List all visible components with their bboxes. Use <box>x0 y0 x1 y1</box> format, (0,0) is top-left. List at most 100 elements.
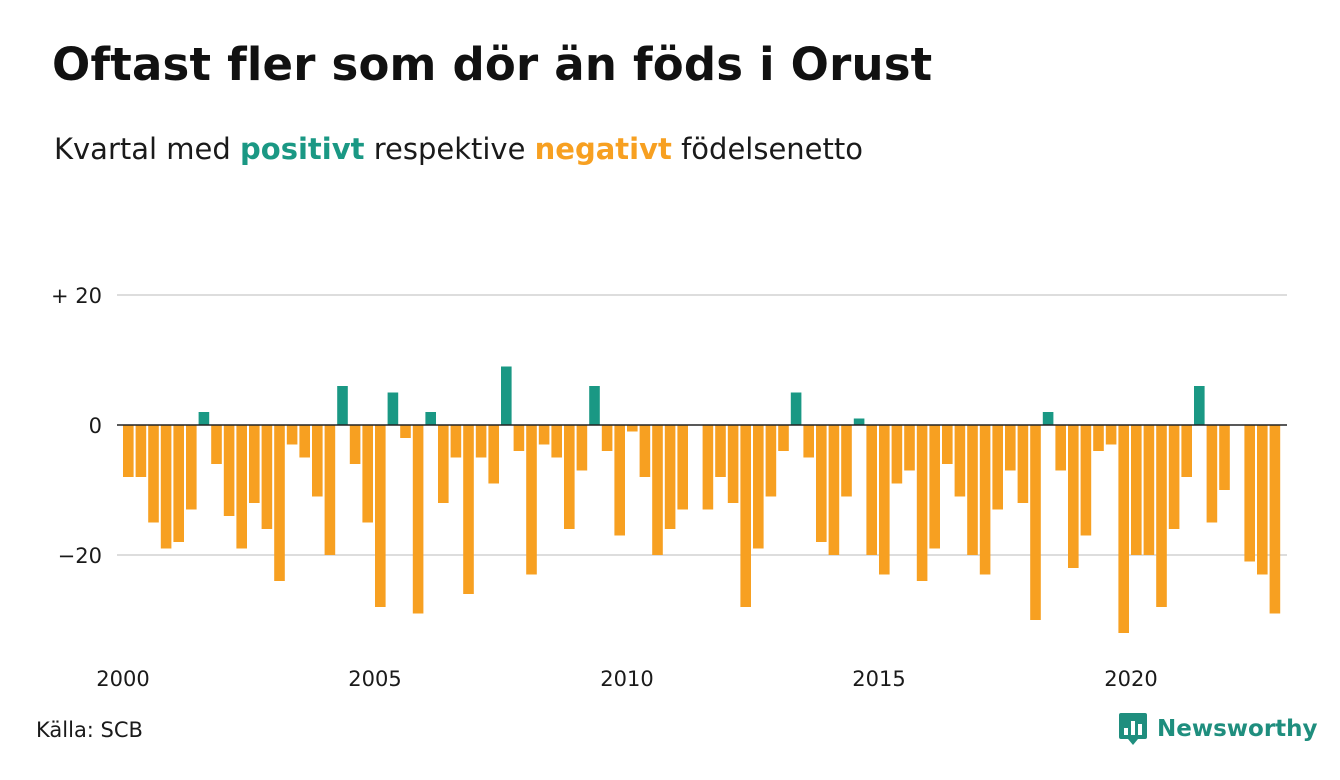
bar <box>261 425 273 529</box>
subtitle-text-after: födelsenetto <box>681 132 863 166</box>
bar <box>148 425 159 523</box>
bar <box>375 425 386 607</box>
bar <box>488 425 499 484</box>
bar <box>1206 425 1218 523</box>
bar <box>979 425 991 575</box>
bar <box>513 425 525 451</box>
bar <box>614 425 625 536</box>
bar <box>198 412 210 425</box>
bar <box>1131 425 1142 555</box>
bar <box>1194 386 1205 425</box>
y-tick-label: 0 <box>89 414 102 438</box>
bar <box>929 425 940 549</box>
bar <box>816 425 827 542</box>
bar <box>1105 425 1117 445</box>
bar <box>601 425 613 451</box>
chart-subtitle: Kvartal med positivt respektive negativt… <box>54 132 863 166</box>
bar <box>853 418 865 425</box>
bar <box>627 425 638 432</box>
bar <box>702 425 714 510</box>
subtitle-negative-word: negativt <box>534 132 672 166</box>
bar <box>475 425 487 458</box>
bar <box>211 425 222 464</box>
bar <box>400 425 411 438</box>
bar <box>740 425 751 607</box>
bar <box>1055 425 1066 471</box>
bars <box>123 366 1281 633</box>
bar <box>1030 425 1041 620</box>
bar <box>1168 425 1180 529</box>
bar <box>450 425 462 458</box>
x-tick-label: 2005 <box>348 667 401 691</box>
bar <box>463 425 474 594</box>
x-tick-label: 2015 <box>852 667 905 691</box>
bar <box>186 425 197 510</box>
bar <box>753 425 764 549</box>
bar <box>727 425 739 503</box>
bar <box>652 425 663 555</box>
bar <box>412 425 424 614</box>
bar <box>866 425 877 555</box>
bar <box>778 425 789 451</box>
bar <box>1017 425 1029 503</box>
newsworthy-chart-bubble-icon <box>1119 713 1147 745</box>
bar <box>803 425 814 458</box>
bar <box>349 425 361 464</box>
bar <box>1143 425 1155 555</box>
bar <box>236 425 247 549</box>
bar <box>501 366 512 425</box>
subtitle-text-before: Kvartal med <box>54 132 231 166</box>
brand-name: Newsworthy <box>1157 716 1318 742</box>
gridlines <box>117 294 1287 556</box>
bar <box>1219 425 1230 490</box>
y-axis-tick-labels: + 20 0 −20 <box>51 284 102 568</box>
bar <box>841 425 852 497</box>
bar <box>337 386 348 425</box>
x-axis-tick-labels: 2000 2005 2010 2015 2020 <box>96 667 1157 691</box>
bar <box>299 425 310 458</box>
bar <box>1269 425 1281 614</box>
bar <box>954 425 966 497</box>
subtitle-positive-word: positivt <box>240 132 365 166</box>
bar <box>891 425 903 484</box>
bar <box>160 425 172 549</box>
bar <box>765 425 777 497</box>
bar <box>1257 425 1268 575</box>
bar <box>526 425 537 575</box>
bar <box>589 386 600 425</box>
x-tick-label: 2000 <box>96 667 149 691</box>
bar <box>223 425 235 516</box>
bar <box>551 425 562 458</box>
bar <box>274 425 285 581</box>
bar <box>1181 425 1192 477</box>
bar <box>362 425 373 523</box>
x-tick-label: 2020 <box>1104 667 1157 691</box>
bar <box>664 425 676 529</box>
bar <box>312 425 323 497</box>
bar <box>538 425 550 445</box>
bar <box>828 425 840 555</box>
bar <box>324 425 336 555</box>
bar <box>790 392 802 425</box>
bar <box>992 425 1003 510</box>
bar <box>387 392 399 425</box>
bar <box>677 425 688 510</box>
bar <box>1005 425 1016 471</box>
bar <box>135 425 147 477</box>
bar <box>967 425 978 555</box>
bar <box>1118 425 1129 633</box>
bar <box>286 425 298 445</box>
bar <box>425 412 436 425</box>
bar <box>942 425 953 464</box>
bar <box>1093 425 1104 451</box>
bar <box>576 425 588 471</box>
bar <box>173 425 184 542</box>
bar <box>1068 425 1079 568</box>
x-tick-label: 2010 <box>600 667 653 691</box>
bar <box>249 425 260 503</box>
y-tick-label: −20 <box>58 544 102 568</box>
y-tick-label: + 20 <box>51 284 102 308</box>
bar <box>916 425 928 581</box>
subtitle-text-middle: respektive <box>373 132 526 166</box>
